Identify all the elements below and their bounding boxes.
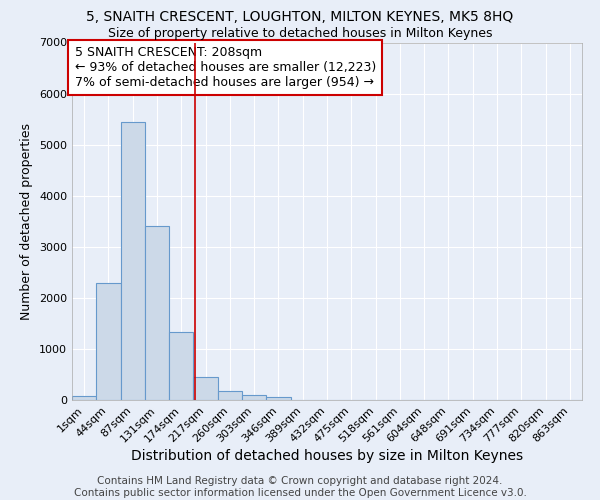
X-axis label: Distribution of detached houses by size in Milton Keynes: Distribution of detached houses by size … — [131, 450, 523, 464]
Text: 5, SNAITH CRESCENT, LOUGHTON, MILTON KEYNES, MK5 8HQ: 5, SNAITH CRESCENT, LOUGHTON, MILTON KEY… — [86, 10, 514, 24]
Bar — [169, 332, 193, 400]
Text: Size of property relative to detached houses in Milton Keynes: Size of property relative to detached ho… — [108, 28, 492, 40]
Bar — [72, 396, 96, 400]
Bar — [96, 282, 121, 400]
Bar — [266, 397, 290, 400]
Bar — [145, 226, 169, 400]
Text: Contains HM Land Registry data © Crown copyright and database right 2024.
Contai: Contains HM Land Registry data © Crown c… — [74, 476, 526, 498]
Bar — [193, 376, 218, 400]
Y-axis label: Number of detached properties: Number of detached properties — [20, 122, 34, 320]
Text: 5 SNAITH CRESCENT: 208sqm
← 93% of detached houses are smaller (12,223)
7% of se: 5 SNAITH CRESCENT: 208sqm ← 93% of detac… — [74, 46, 376, 89]
Bar — [242, 396, 266, 400]
Bar — [218, 390, 242, 400]
Bar — [121, 122, 145, 400]
